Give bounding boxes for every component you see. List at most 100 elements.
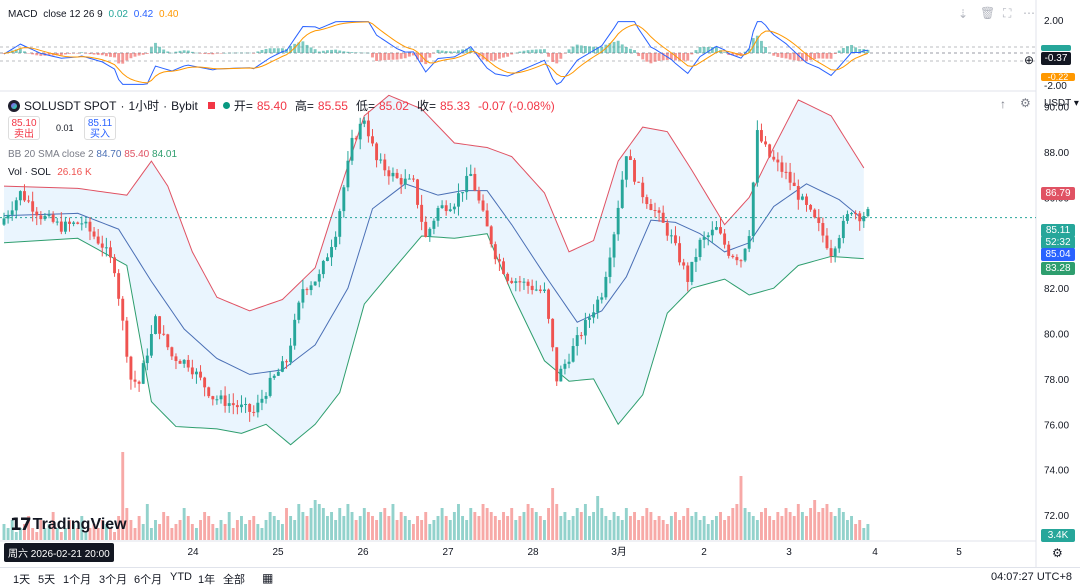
volume-bar (63, 528, 67, 540)
macd-histogram-bar (731, 53, 735, 56)
macd-histogram-bar (792, 53, 796, 61)
candle-body (452, 206, 456, 210)
volume-bar (309, 508, 313, 540)
candle-body (375, 143, 379, 161)
candle-body (424, 221, 428, 237)
candle-body (817, 217, 821, 224)
candle-body (289, 345, 293, 363)
candle-body (96, 236, 100, 244)
candle-body (669, 235, 673, 237)
buy-button[interactable]: 85.11 买入 (84, 116, 116, 140)
candle-body (448, 209, 452, 212)
bb-lower-tag: 83.28 (1041, 262, 1075, 275)
range-3m[interactable]: 3个月 (99, 574, 128, 585)
volume-bar (637, 520, 641, 540)
calendar-icon[interactable]: ▦ (262, 571, 274, 585)
macd-histogram-bar (18, 48, 22, 53)
currency-selector[interactable]: USDT ▾ (1044, 98, 1079, 109)
macd-histogram-bar (428, 53, 432, 58)
macd-histogram-bar (293, 43, 297, 53)
range-ytd[interactable]: YTD (170, 571, 192, 583)
symbol-name[interactable]: SOLUSDT SPOT (24, 98, 117, 113)
settings-icon[interactable]: ⚙ (1020, 96, 1031, 110)
candle-body (624, 156, 628, 180)
arrow-up-icon[interactable]: ↑ (1000, 97, 1006, 111)
bb-legend[interactable]: BB 20 SMA close 2 84.70 85.40 84.01 (8, 149, 177, 160)
macd-hist-tag (1041, 45, 1071, 51)
macd-histogram-bar (84, 53, 88, 54)
range-1m[interactable]: 1个月 (63, 574, 92, 585)
move-down-icon[interactable]: ⇣ (958, 7, 969, 21)
volume-bar (620, 520, 624, 540)
candle-body (256, 402, 260, 413)
more-icon[interactable]: ⋯ (1023, 6, 1035, 20)
candle-body (80, 223, 84, 225)
macd-histogram-bar (555, 53, 559, 64)
range-all[interactable]: 全部 (223, 574, 245, 585)
volume-bar (149, 528, 153, 540)
interval-label[interactable]: 1小时 (128, 99, 160, 113)
volume-bar (530, 508, 534, 540)
macd-histogram-bar (35, 53, 39, 56)
macd-histogram-bar (31, 53, 35, 55)
range-6m[interactable]: 6个月 (134, 574, 163, 585)
candle-body (276, 371, 280, 376)
macd-histogram-bar (817, 53, 821, 59)
candle-body (403, 178, 407, 185)
macd-histogram-bar (354, 52, 358, 53)
candle-body (207, 387, 211, 397)
candle-body (231, 403, 235, 406)
candle-body (63, 221, 67, 232)
volume-bar (780, 516, 784, 540)
macd-histogram-bar (223, 52, 227, 54)
candle-body (518, 281, 522, 283)
macd-histogram-bar (231, 52, 235, 54)
range-5d[interactable]: 5天 (38, 574, 56, 585)
delete-icon[interactable]: 🗑 (980, 6, 996, 20)
volume-bar (551, 488, 555, 540)
volume-bar (395, 520, 399, 540)
volume-bar (739, 476, 743, 540)
candle-body (555, 347, 559, 382)
volume-bar (452, 512, 456, 540)
candle-body (747, 236, 751, 249)
candle-body (551, 318, 555, 348)
volume-bar (358, 516, 362, 540)
last-price-tag: 85.11 (1041, 224, 1075, 237)
sell-button[interactable]: 85.10 卖出 (8, 116, 40, 140)
add-plus-icon[interactable]: ⊕ (1024, 53, 1035, 67)
candle-body (117, 273, 121, 299)
volume-legend[interactable]: Vol · SOL 26.16 K (8, 167, 92, 178)
candle-body (178, 360, 182, 364)
macd-histogram-bar (858, 49, 862, 53)
bb-upper-tag: 86.79 (1041, 187, 1075, 200)
volume-bar (612, 512, 616, 540)
volume-bar (194, 528, 198, 540)
volume-bar (792, 516, 796, 540)
volume-bar (371, 516, 374, 540)
candle-body (674, 235, 677, 244)
macd-histogram-bar (47, 53, 51, 56)
volume-bar (510, 508, 514, 540)
time-settings-icon[interactable]: ⚙ (1052, 546, 1063, 560)
candle-body (567, 361, 571, 364)
volume-bar (399, 512, 403, 540)
candle-body (805, 196, 808, 205)
macd-histogram-bar (805, 53, 808, 62)
volume-bar (743, 508, 747, 540)
volume-bar (575, 508, 579, 540)
macd-histogram-bar (432, 53, 436, 54)
candle-body (489, 226, 493, 245)
candle-body (473, 173, 477, 191)
volume-bar (473, 512, 477, 540)
macd-histogram-bar (850, 44, 853, 53)
macd-histogram-bar (575, 44, 579, 53)
range-1y[interactable]: 1年 (198, 574, 216, 585)
volume-bar (27, 516, 31, 540)
expand-icon[interactable]: ⛶ (1003, 6, 1012, 20)
candle-body (469, 173, 473, 176)
range-1d[interactable]: 1天 (13, 574, 31, 585)
candle-body (665, 222, 669, 236)
candle-body (760, 130, 763, 142)
